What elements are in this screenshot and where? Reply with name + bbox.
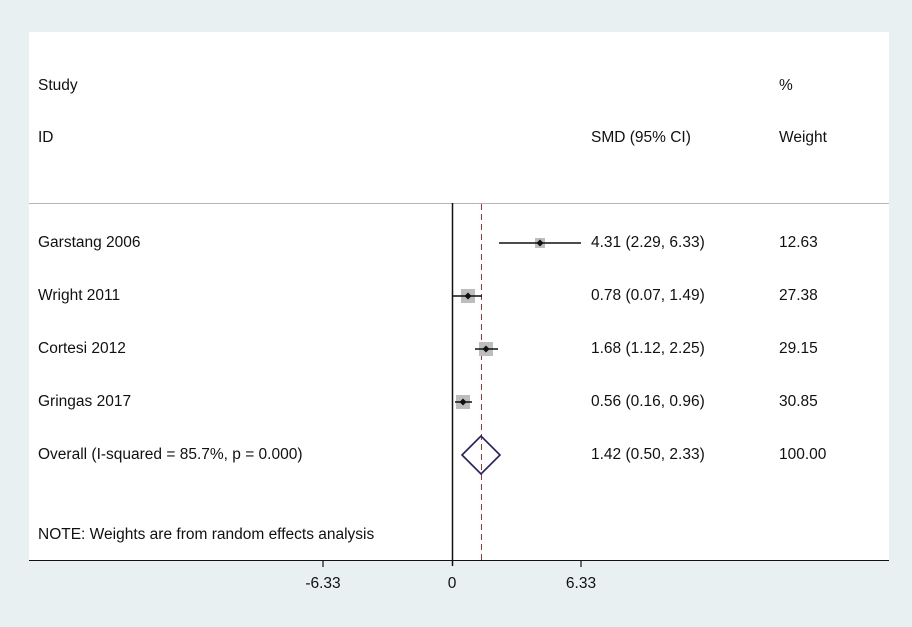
study-ci: 4.31 (2.29, 6.33) (591, 234, 705, 251)
study-weight: 27.38 (779, 287, 818, 304)
header-id: ID (38, 129, 54, 146)
study-ci: 1.68 (1.12, 2.25) (591, 340, 705, 357)
study-weight: 30.85 (779, 393, 818, 410)
x-tick-label: 0 (447, 575, 457, 592)
header-weight-pct: % (779, 77, 793, 94)
header-weight: Weight (779, 129, 827, 146)
study-marker (475, 342, 498, 356)
study-weight: 29.15 (779, 340, 818, 357)
study-label: Cortesi 2012 (38, 340, 126, 357)
study-marker (499, 238, 581, 248)
study-marker (453, 289, 482, 303)
study-ci: 0.56 (0.16, 0.96) (591, 393, 705, 410)
study-ci: 0.78 (0.07, 1.49) (591, 287, 705, 304)
study-marker (455, 395, 472, 409)
study-weight: 12.63 (779, 234, 818, 251)
note-text: NOTE: Weights are from random effects an… (38, 526, 375, 543)
study-label: Garstang 2006 (38, 234, 141, 251)
x-tick-label: -6.33 (305, 575, 341, 592)
x-tick-label: 6.33 (565, 575, 597, 592)
x-axis (29, 560, 889, 561)
header-study: Study (38, 77, 78, 94)
header-separator (29, 203, 889, 204)
header-effect: SMD (95% CI) (591, 129, 691, 146)
overall-ci: 1.42 (0.50, 2.33) (591, 446, 705, 463)
overall-diamond (460, 434, 502, 476)
overall-label: Overall (I-squared = 85.7%, p = 0.000) (38, 446, 303, 463)
overall-weight: 100.00 (779, 446, 827, 463)
study-label: Wright 2011 (38, 287, 121, 304)
study-label: Gringas 2017 (38, 393, 132, 410)
